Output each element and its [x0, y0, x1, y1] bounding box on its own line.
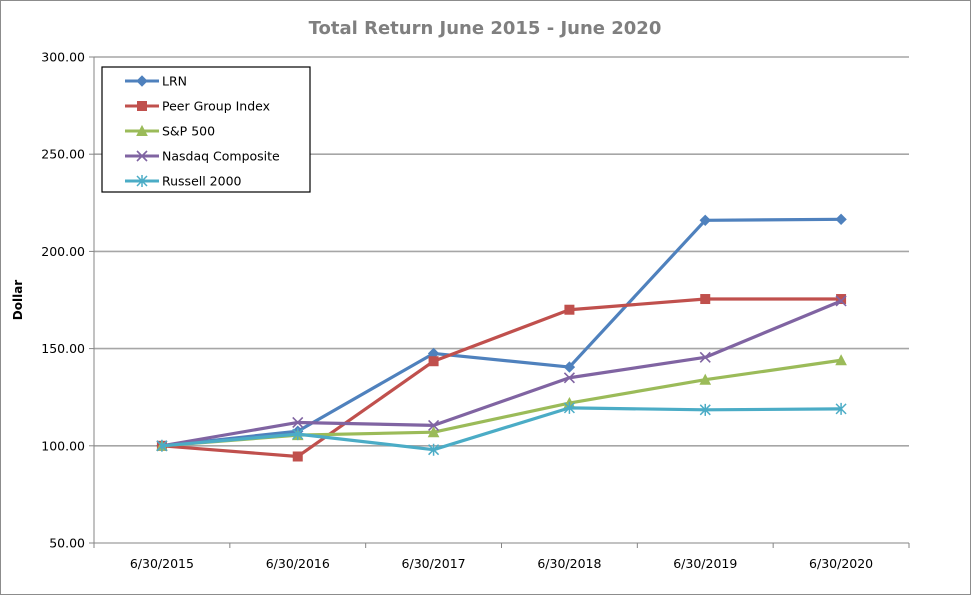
y-tick-label: 50.00	[49, 536, 85, 551]
series-line	[161, 406, 842, 452]
legend-entry: LRN	[125, 74, 187, 89]
y-tick-label: 250.00	[41, 147, 85, 162]
legend-entry: S&P 500	[125, 124, 215, 139]
data-point	[835, 295, 847, 307]
legend-label: Nasdaq Composite	[162, 149, 280, 164]
data-point	[428, 356, 439, 367]
x-tick-label: 6/30/2017	[402, 556, 466, 571]
data-point	[292, 416, 304, 429]
legend-marker	[136, 175, 148, 187]
data-point	[836, 294, 847, 305]
legend-entry: Nasdaq Composite	[125, 149, 280, 164]
legend-label: Russell 2000	[162, 174, 242, 189]
series-line	[161, 297, 842, 459]
data-point	[156, 439, 168, 452]
data-point	[292, 451, 303, 462]
x-tick-label: 6/30/2015	[130, 556, 194, 571]
legend: LRN Peer Group Index S&P 500 Nasdaq Composi…	[101, 66, 311, 193]
series-lrn	[156, 213, 847, 452]
chart-title: Total Return June 2015 - June 2020	[309, 18, 662, 39]
data-point	[835, 213, 847, 226]
series-line	[161, 217, 842, 448]
y-axis-label: Dollar	[11, 280, 25, 321]
y-tick-label: 300.00	[41, 50, 85, 65]
x-tick-label: 6/30/2020	[809, 556, 873, 571]
data-point	[428, 443, 440, 456]
data-point	[699, 214, 711, 227]
y-tick-label: 200.00	[41, 244, 85, 259]
data-point	[564, 304, 575, 315]
data-point	[699, 351, 711, 363]
legend-marker	[136, 75, 148, 87]
x-tick-label: 6/30/2016	[266, 556, 330, 571]
series-group	[156, 213, 847, 462]
legend-label: LRN	[162, 74, 187, 89]
legend-label: Peer Group Index	[162, 99, 270, 114]
data-point	[699, 373, 712, 385]
y-tick-label: 100.00	[41, 438, 85, 453]
data-point	[699, 403, 711, 416]
legend-label: S&P 500	[162, 124, 215, 139]
data-point	[563, 372, 575, 384]
legend-marker	[137, 101, 147, 111]
axes: 50.00 100.00 150.00 200.00 250.00 300.00 6/30/…	[41, 50, 910, 571]
y-tick-label: 150.00	[41, 341, 85, 356]
data-point	[700, 294, 711, 305]
series-russell-2000	[156, 401, 847, 456]
data-point	[292, 428, 304, 441]
legend-marker	[136, 124, 148, 136]
data-point	[835, 402, 847, 415]
x-tick-label: 6/30/2019	[673, 556, 737, 571]
legend-entry: Russell 2000	[125, 174, 242, 189]
legend-entry: Peer Group Index	[125, 99, 270, 114]
data-point	[427, 426, 440, 438]
data-point	[563, 361, 576, 373]
data-point	[835, 354, 847, 366]
x-tick-label: 6/30/2018	[537, 556, 601, 571]
data-point	[563, 401, 575, 414]
series-line	[161, 299, 842, 448]
data-point	[428, 419, 440, 431]
legend-marker	[136, 150, 148, 162]
grid	[94, 56, 909, 447]
